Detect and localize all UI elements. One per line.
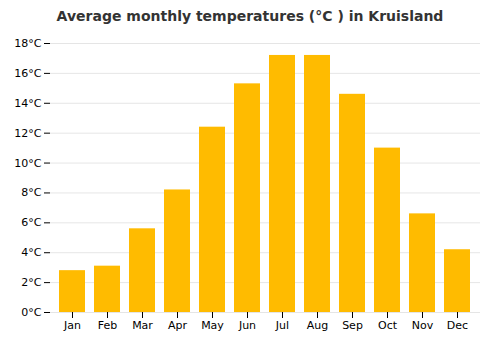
svg-text:2°C: 2°C bbox=[21, 276, 41, 289]
svg-text:10°C: 10°C bbox=[14, 157, 41, 170]
svg-text:Jan: Jan bbox=[63, 319, 81, 332]
svg-text:Mar: Mar bbox=[132, 319, 153, 332]
svg-text:Feb: Feb bbox=[98, 319, 117, 332]
svg-text:Aug: Aug bbox=[307, 319, 328, 332]
svg-text:8°C: 8°C bbox=[21, 186, 41, 199]
svg-text:May: May bbox=[201, 319, 224, 332]
svg-text:Dec: Dec bbox=[447, 319, 468, 332]
html-text:Average monthly temperatures (: Average monthly temperatures (°C ) in Kr… bbox=[56, 8, 444, 24]
svg-text:4°C: 4°C bbox=[21, 246, 41, 259]
svg-text:0°C: 0°C bbox=[21, 306, 41, 319]
svg-text:16°C: 16°C bbox=[14, 67, 41, 80]
svg-text:Oct: Oct bbox=[378, 319, 398, 332]
svg-text:6°C: 6°C bbox=[21, 216, 41, 229]
svg-text:18°C: 18°C bbox=[14, 37, 41, 50]
svg-text:Jul: Jul bbox=[275, 319, 289, 332]
svg-text:14°C: 14°C bbox=[14, 97, 41, 110]
svg-text:Nov: Nov bbox=[412, 319, 434, 332]
svg-text:Jun: Jun bbox=[238, 319, 256, 332]
svg-text:12°C: 12°C bbox=[14, 127, 41, 140]
svg-text:Sep: Sep bbox=[342, 319, 363, 332]
svg-text:Apr: Apr bbox=[168, 319, 188, 332]
